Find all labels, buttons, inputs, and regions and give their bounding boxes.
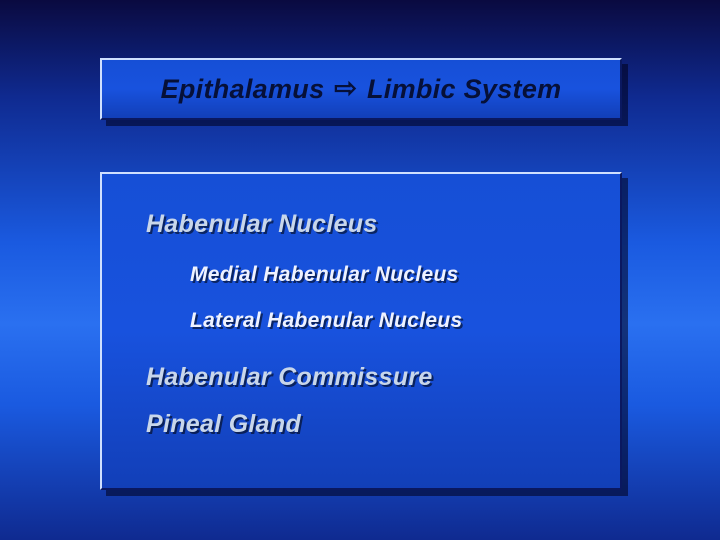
slide-title: Epithalamus ⇨ Limbic System (161, 74, 562, 104)
arrow-icon: ⇨ (334, 59, 357, 117)
title-left: Epithalamus (161, 74, 325, 104)
bullet-level1: Pineal Gland (146, 410, 586, 439)
title-panel: Epithalamus ⇨ Limbic System (100, 58, 622, 120)
title-right: Limbic System (367, 74, 561, 104)
bullet-level2: Lateral Habenular Nucleus (190, 309, 586, 333)
content-panel: Habenular Nucleus Medial Habenular Nucle… (100, 172, 622, 490)
bullet-level1: Habenular Commissure (146, 363, 586, 392)
bullet-level2: Medial Habenular Nucleus (190, 263, 586, 287)
bullet-level1: Habenular Nucleus (146, 210, 586, 239)
